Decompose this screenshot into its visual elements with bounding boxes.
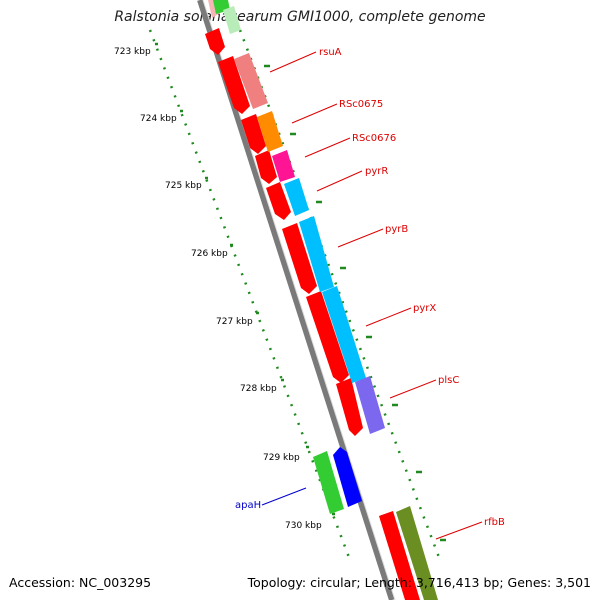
gene-label-RSc0675[interactable]: RSc0675 xyxy=(339,99,383,110)
gene-block-rfbB xyxy=(396,506,438,600)
gene-block-pyrR xyxy=(284,178,309,216)
gene-block-plsC xyxy=(355,376,385,434)
gene-arrow-reverse xyxy=(255,150,277,184)
leader-line-apaH xyxy=(261,487,307,506)
gene-label-pyrR[interactable]: pyrR xyxy=(365,166,388,177)
leader-line-pyrB xyxy=(337,228,384,248)
gene-block-pyrX xyxy=(322,286,366,383)
reverse-strand-genes xyxy=(205,28,420,600)
gene-arrow-reverse xyxy=(218,56,250,114)
gene-arrow-reverse xyxy=(379,511,420,600)
major-ticks xyxy=(155,42,446,542)
gene-block-RSc0676 xyxy=(272,150,295,182)
gene-label-plsC[interactable]: plsC xyxy=(438,375,459,386)
gene-label-pyrX[interactable]: pyrX xyxy=(413,303,436,314)
gene-arrow-apaH xyxy=(333,447,362,507)
kbp-tick-label: 727 kbp xyxy=(216,317,253,327)
leader-line-rfbB xyxy=(435,521,483,540)
gene-arrow-reverse xyxy=(306,291,349,383)
gene-block-apaH-green xyxy=(313,451,344,514)
leader-line-rsuA xyxy=(269,51,317,73)
gene-arrow-reverse xyxy=(205,28,225,55)
gene-label-RSc0676[interactable]: RSc0676 xyxy=(352,133,396,144)
kbp-tick-label: 723 kbp xyxy=(114,47,151,57)
leader-line-RSc0675 xyxy=(291,103,338,124)
accession-text: Accession: NC_003295 xyxy=(9,575,152,590)
kbp-tick-label: 730 kbp xyxy=(285,521,322,531)
kbp-tick-label: 729 kbp xyxy=(263,453,300,463)
gene-arrow-reverse xyxy=(336,378,363,436)
gene-label-apaH[interactable]: apaH xyxy=(235,500,261,511)
gene-block-top-green-pale xyxy=(223,6,241,34)
gene-label-pyrB[interactable]: pyrB xyxy=(385,224,408,235)
gene-arrow-reverse xyxy=(241,114,266,154)
kbp-tick-label: 726 kbp xyxy=(191,249,228,259)
genome-summary-text: Topology: circular; Length: 3,716,413 bp… xyxy=(247,575,591,590)
kbp-tick-label: 725 kbp xyxy=(165,181,202,191)
gene-label-rfbB[interactable]: rfbB xyxy=(484,517,505,528)
leader-line-pyrR xyxy=(316,170,363,192)
kbp-tick-label: 728 kbp xyxy=(240,384,277,394)
gene-block-rsuA xyxy=(234,53,268,109)
gene-arrow-reverse xyxy=(266,182,291,220)
gene-block-pyrB xyxy=(299,216,334,292)
leader-line-plsC xyxy=(389,379,437,399)
leader-line-pyrX xyxy=(365,307,412,327)
leader-lines xyxy=(261,51,483,540)
gene-arrow-reverse xyxy=(282,223,317,294)
colored-genes xyxy=(208,0,438,600)
leader-line-RSc0676 xyxy=(304,137,351,158)
gene-label-rsuA[interactable]: rsuA xyxy=(319,47,342,58)
gene-block-RSc0675 xyxy=(257,111,283,152)
kbp-tick-label: 724 kbp xyxy=(140,114,177,124)
